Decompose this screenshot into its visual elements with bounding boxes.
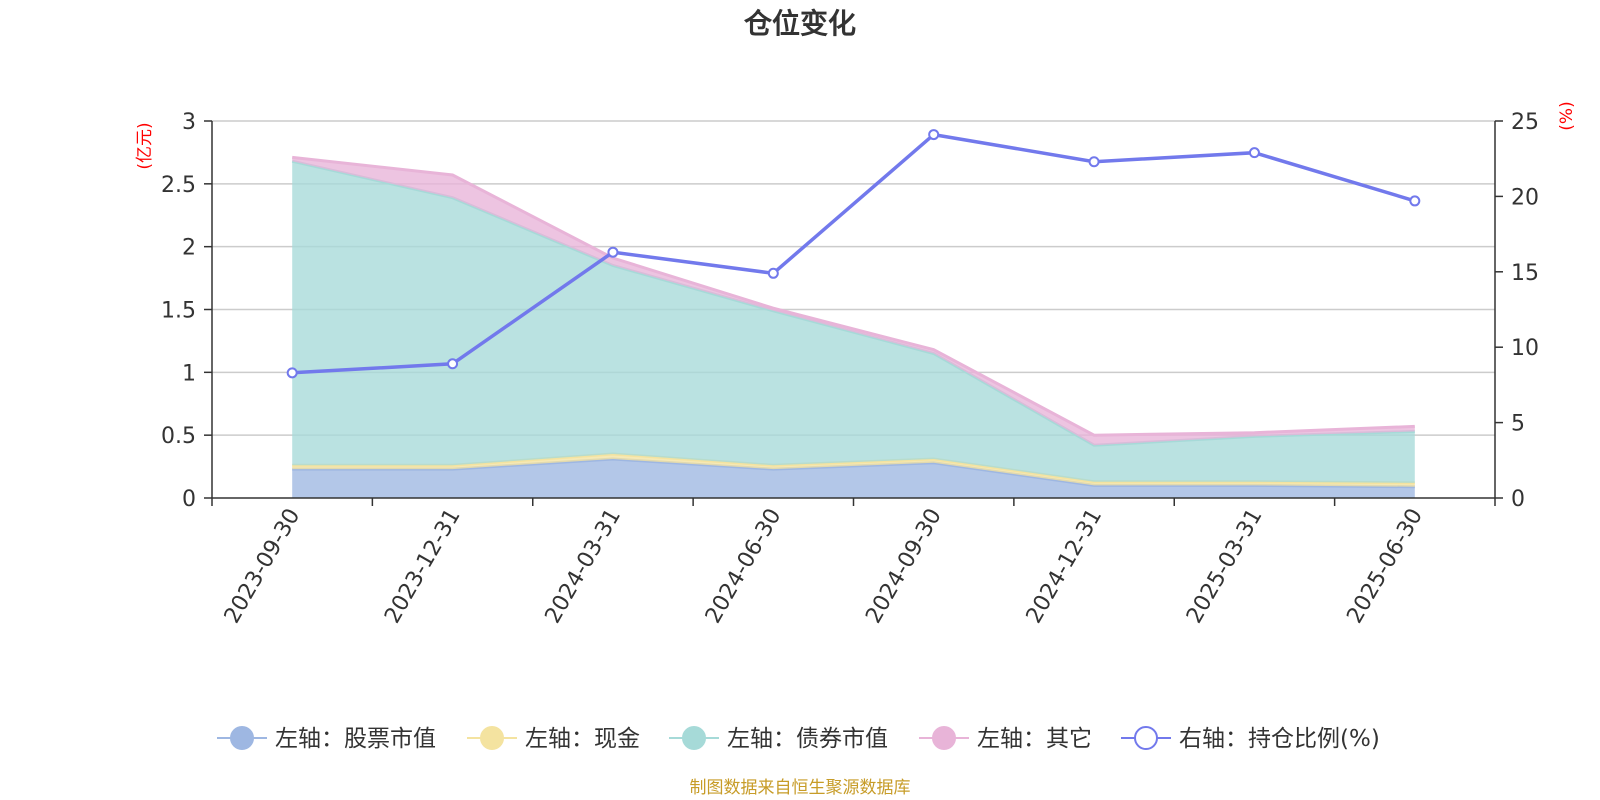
area-3 <box>292 157 1415 446</box>
ratio-point <box>447 358 459 370</box>
left-axis-tick-label: 1.5 <box>161 299 196 324</box>
x-axis-tick-label: 2023-09-30 <box>220 505 306 628</box>
legend-marker <box>480 726 504 750</box>
left-axis-tick-label: 0 <box>182 487 196 512</box>
right-axis-tick-label: 10 <box>1511 336 1539 361</box>
legend-label: 左轴：股票市值 <box>275 726 436 752</box>
ratio-line-path <box>292 132 1416 375</box>
legend-label: 左轴：债券市值 <box>727 726 888 752</box>
ratio-point <box>928 129 940 141</box>
area-edge-3 <box>292 155 1415 437</box>
x-axis-tick-label: 2024-06-30 <box>701 505 787 628</box>
legend-marker <box>230 726 254 750</box>
left-axis-tick-label: 2.5 <box>161 173 196 198</box>
left-axis-tick-label: 1 <box>182 361 196 386</box>
ratio-point <box>607 246 619 258</box>
legend-marker <box>682 726 706 750</box>
x-axis-tick-label: 2024-12-31 <box>1022 505 1108 628</box>
right-axis-tick-label: 15 <box>1511 261 1539 286</box>
legend-marker <box>1134 726 1158 750</box>
x-axis-tick-label: 2025-06-30 <box>1342 505 1428 628</box>
ratio-point <box>286 367 298 379</box>
right-axis-unit: (%) <box>1557 101 1577 130</box>
x-axis-tick-label: 2025-03-31 <box>1182 505 1268 628</box>
area-0 <box>292 459 1415 498</box>
ratio-point <box>1409 195 1421 207</box>
ratio-point <box>767 267 779 279</box>
legend-marker <box>932 726 956 750</box>
x-axis-tick-label: 2023-12-31 <box>380 505 466 628</box>
left-axis-tick-label: 3 <box>182 110 196 135</box>
right-axis-tick-label: 20 <box>1511 185 1539 210</box>
left-axis-tick-label: 0.5 <box>161 424 196 449</box>
ratio-point <box>1088 156 1100 168</box>
ratio-line <box>286 129 1421 379</box>
area-2 <box>292 161 1415 483</box>
x-axis-tick-label: 2024-03-31 <box>541 505 627 628</box>
right-axis-tick-label: 0 <box>1511 487 1525 512</box>
right-axis-tick-label: 25 <box>1511 110 1539 135</box>
left-axis-tick-label: 2 <box>182 236 196 261</box>
right-axis-tick-label: 5 <box>1511 412 1525 437</box>
x-axis-tick-label: 2024-09-30 <box>861 505 947 628</box>
legend-label: 左轴：现金 <box>525 726 640 752</box>
legend-label: 左轴：其它 <box>977 726 1092 752</box>
legend-label: 右轴：持仓比例(%) <box>1179 726 1380 752</box>
source-note: 制图数据来自恒生聚源数据库 <box>690 778 911 798</box>
legend: 左轴：股票市值 左轴：现金 左轴：债券市值 左轴：其它 右轴：持仓比例(%) <box>217 726 1380 752</box>
left-axis-unit: (亿元) <box>135 122 155 169</box>
stacked-areas <box>291 155 1415 498</box>
chart-title: 仓位变化 <box>744 7 856 40</box>
ratio-point <box>1248 147 1260 159</box>
